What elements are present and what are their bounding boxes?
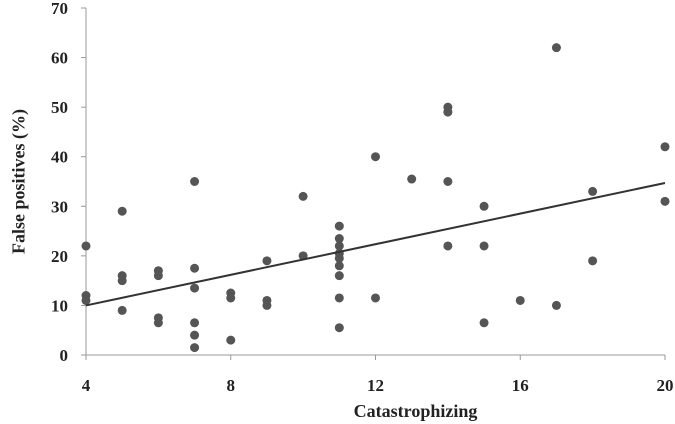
data-point: [226, 293, 236, 303]
y-tick-label: 30: [51, 197, 68, 216]
y-tick-labels: 0 10 20 30 40 50 60 70: [51, 0, 86, 365]
y-axis-title: False positives (%): [8, 109, 29, 254]
data-point: [371, 152, 380, 162]
data-point: [81, 295, 91, 305]
data-point: [190, 283, 200, 293]
data-point: [660, 142, 670, 152]
data-point: [262, 256, 272, 266]
data-point: [479, 241, 489, 251]
x-tick-label: 4: [82, 376, 91, 395]
x-axis-title: Catastrophizing: [354, 401, 478, 421]
data-point: [515, 295, 525, 305]
data-points: [81, 43, 670, 353]
y-tick-label: 60: [51, 49, 68, 68]
data-point: [298, 191, 308, 201]
data-point: [551, 300, 561, 310]
data-point: [117, 206, 127, 216]
y-tick-label: 0: [60, 346, 69, 365]
data-point: [262, 300, 272, 310]
data-point: [443, 107, 453, 117]
x-tick-label: 20: [657, 376, 674, 395]
data-point: [443, 177, 453, 186]
axes: [85, 8, 665, 356]
data-point: [190, 318, 200, 328]
y-tick-label: 70: [51, 0, 68, 18]
x-tick-label: 12: [367, 376, 384, 395]
y-tick-label: 10: [51, 296, 68, 315]
data-point: [190, 177, 200, 186]
data-point: [334, 234, 344, 244]
y-tick-label: 40: [51, 148, 68, 167]
data-point: [190, 343, 200, 353]
x-tick-label: 8: [227, 376, 236, 395]
data-point: [153, 318, 163, 328]
data-point: [588, 186, 598, 196]
data-point: [588, 256, 598, 266]
data-point: [117, 276, 127, 286]
x-tick-label: 16: [512, 376, 529, 395]
data-point: [334, 293, 344, 303]
data-point: [226, 335, 236, 345]
data-point: [443, 241, 453, 251]
data-point: [153, 271, 163, 281]
data-point: [334, 323, 344, 333]
data-point: [660, 196, 670, 206]
data-point: [407, 174, 417, 184]
trend-line: [85, 182, 666, 307]
data-point: [551, 43, 561, 53]
data-point: [371, 293, 380, 303]
y-tick-label: 50: [51, 98, 68, 117]
y-tick-label: 20: [51, 247, 68, 266]
data-point: [479, 201, 489, 211]
data-point: [81, 241, 91, 251]
data-point: [334, 271, 344, 281]
data-point: [117, 305, 127, 315]
data-point: [334, 221, 344, 231]
data-point: [479, 318, 489, 328]
data-point: [334, 253, 344, 263]
data-point: [190, 330, 200, 340]
data-point: [334, 241, 344, 251]
data-point: [334, 261, 344, 271]
x-tick-labels: 4 8 12 16 20: [82, 355, 674, 395]
data-point: [190, 263, 200, 273]
